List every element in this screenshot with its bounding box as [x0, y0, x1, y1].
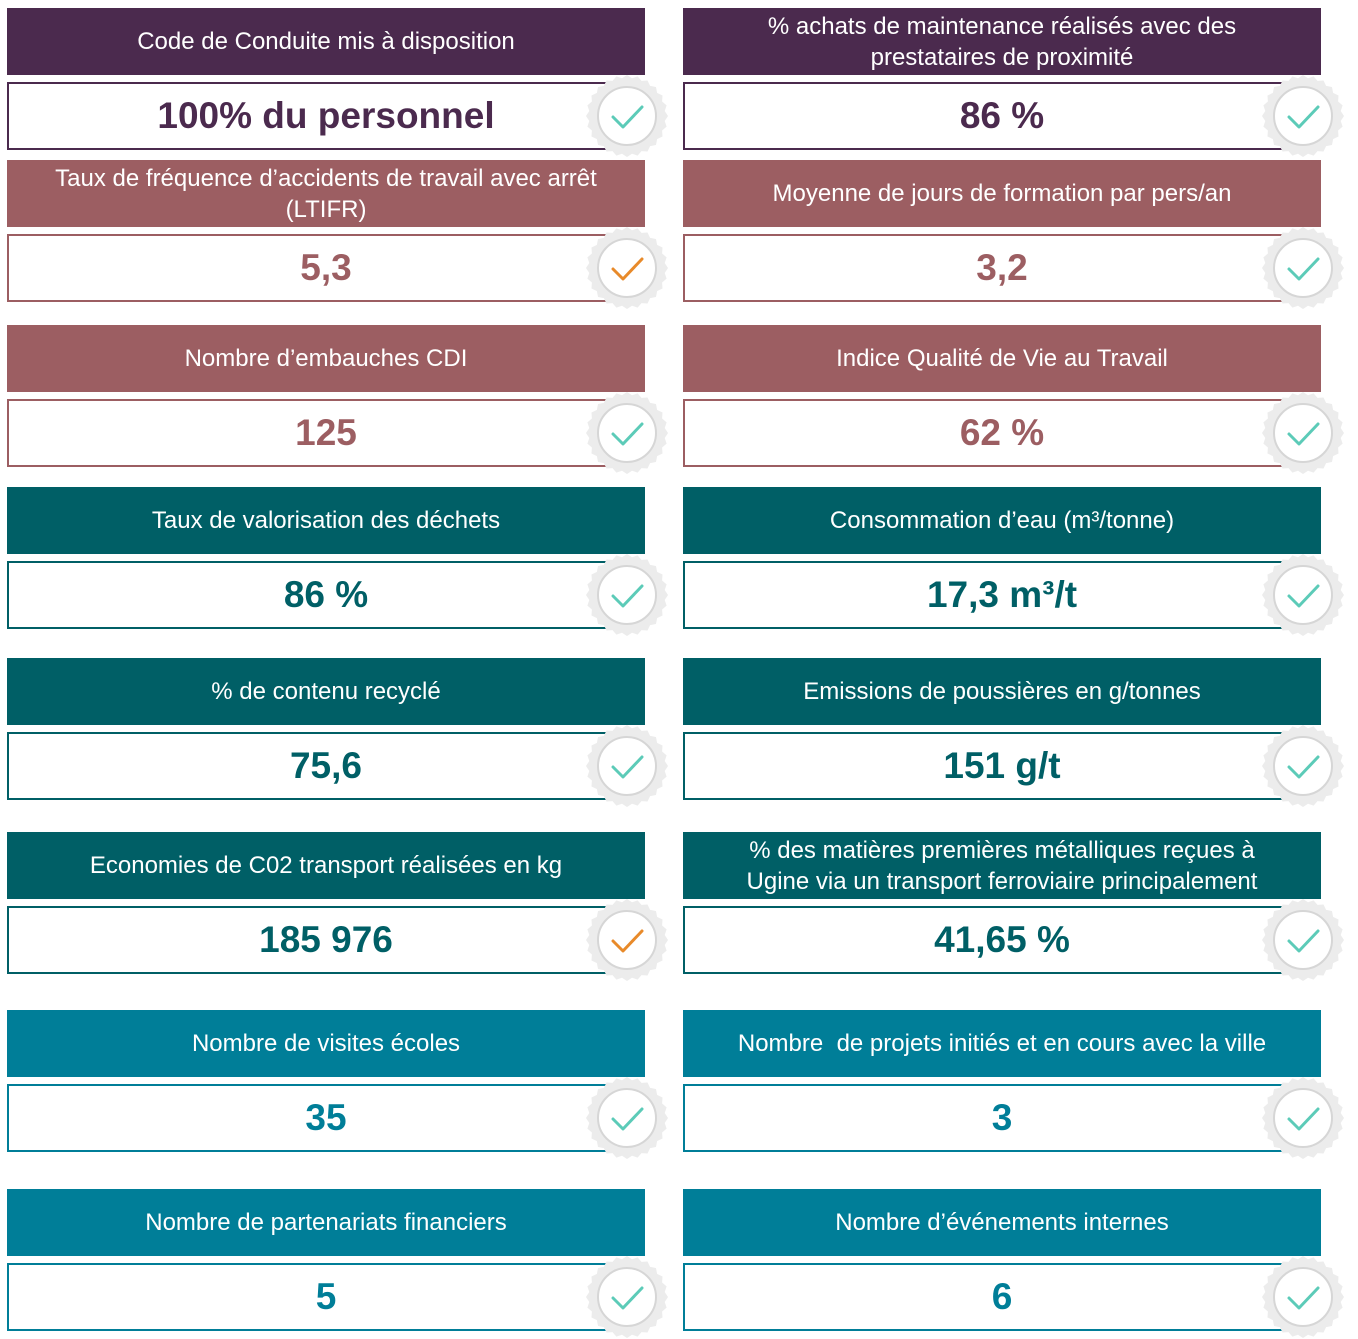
check-badge [586, 899, 668, 981]
check-mark [611, 929, 644, 953]
card-header: % de contenu recyclé [7, 658, 645, 725]
check-badge [1262, 227, 1344, 309]
card-value: 41,65 % [683, 906, 1321, 974]
card-header: Moyenne de jours de formation par pers/a… [683, 160, 1321, 227]
check-mark [1287, 257, 1320, 281]
card-header: Code de Conduite mis à disposition [7, 8, 645, 75]
check-badge [1262, 899, 1344, 981]
badge-circle [597, 565, 657, 625]
card-value: 100% du personnel [7, 82, 645, 150]
card-value: 35 [7, 1084, 645, 1152]
check-badge [586, 1077, 668, 1159]
check-mark [611, 1286, 644, 1310]
card-header: Nombre d’événements internes [683, 1189, 1321, 1256]
card-value: 3 [683, 1084, 1321, 1152]
badge-circle [597, 910, 657, 970]
badge-circle [1273, 86, 1333, 146]
card-value: 6 [683, 1263, 1321, 1331]
check-mark [611, 755, 644, 779]
check-mark [1287, 422, 1320, 446]
check-mark [611, 422, 644, 446]
badge-circle [1273, 238, 1333, 298]
card-value: 62 % [683, 399, 1321, 467]
badge-circle [1273, 1267, 1333, 1327]
card-value: 5,3 [7, 234, 645, 302]
check-badge [586, 75, 668, 157]
card-header: % achats de maintenance réalisés avec de… [683, 8, 1321, 75]
card-header: Taux de fréquence d’accidents de travail… [7, 160, 645, 227]
check-badge [1262, 1256, 1344, 1338]
badge-circle [597, 238, 657, 298]
check-badge [1262, 1077, 1344, 1159]
check-badge [1262, 725, 1344, 807]
check-mark [611, 1107, 644, 1131]
card-header: Nombre de projets initiés et en cours av… [683, 1010, 1321, 1077]
check-mark [1287, 755, 1320, 779]
card-value: 125 [7, 399, 645, 467]
check-badge [586, 392, 668, 474]
card-value: 86 % [7, 561, 645, 629]
badge-circle [1273, 736, 1333, 796]
card-header: Emissions de poussières en g/tonnes [683, 658, 1321, 725]
badge-circle [597, 403, 657, 463]
check-badge [586, 725, 668, 807]
badge-circle [597, 1088, 657, 1148]
check-mark [611, 584, 644, 608]
badge-circle [1273, 1088, 1333, 1148]
card-value: 151 g/t [683, 732, 1321, 800]
check-mark [1287, 105, 1320, 129]
check-badge [586, 227, 668, 309]
check-badge [586, 554, 668, 636]
card-header: Taux de valorisation des déchets [7, 487, 645, 554]
check-mark [1287, 1286, 1320, 1310]
card-header: % des matières premières métalliques reç… [683, 832, 1321, 899]
check-badge [586, 1256, 668, 1338]
card-value: 185 976 [7, 906, 645, 974]
check-badge [1262, 75, 1344, 157]
card-value: 17,3 m³/t [683, 561, 1321, 629]
badge-circle [597, 86, 657, 146]
card-value: 5 [7, 1263, 645, 1331]
check-mark [1287, 584, 1320, 608]
card-header: Consommation d’eau (m³/tonne) [683, 487, 1321, 554]
card-value: 3,2 [683, 234, 1321, 302]
card-header: Economies de C02 transport réalisées en … [7, 832, 645, 899]
badge-circle [1273, 910, 1333, 970]
card-header: Nombre de partenariats financiers [7, 1189, 645, 1256]
card-value: 75,6 [7, 732, 645, 800]
badge-circle [1273, 565, 1333, 625]
check-badge [1262, 554, 1344, 636]
check-mark [1287, 929, 1320, 953]
card-header: Indice Qualité de Vie au Travail [683, 325, 1321, 392]
card-value: 86 % [683, 82, 1321, 150]
card-header: Nombre de visites écoles [7, 1010, 645, 1077]
check-mark [611, 257, 644, 281]
check-badge [1262, 392, 1344, 474]
card-header: Nombre d’embauches CDI [7, 325, 645, 392]
badge-circle [597, 1267, 657, 1327]
badge-circle [597, 736, 657, 796]
check-mark [611, 105, 644, 129]
check-mark [1287, 1107, 1320, 1131]
badge-circle [1273, 403, 1333, 463]
